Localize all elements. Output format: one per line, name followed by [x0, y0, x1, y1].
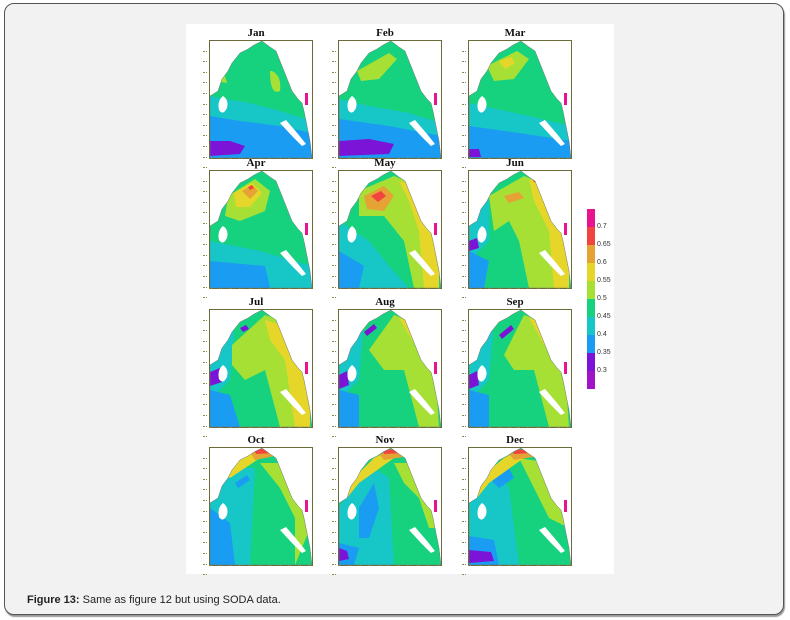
- contour-map: [468, 447, 572, 566]
- x-axis-ticks: [338, 158, 440, 162]
- contour-map: [468, 309, 572, 428]
- contour-map: [338, 40, 442, 159]
- x-axis-ticks: [209, 427, 311, 431]
- map-panel-jan: Jan: [201, 27, 313, 169]
- panel-title: Mar: [504, 27, 526, 39]
- x-axis-ticks: [338, 565, 440, 569]
- x-axis-ticks: [209, 288, 311, 292]
- colorbar-label: 0.3: [597, 367, 607, 374]
- y-axis-ticks: [201, 171, 208, 299]
- contour-map: [209, 170, 313, 289]
- colorbar-label: 0.5: [597, 295, 607, 302]
- map-panel-aug: Aug: [330, 296, 442, 438]
- contour-map: [468, 40, 572, 159]
- x-axis-ticks: [338, 427, 440, 431]
- x-axis-ticks: [209, 565, 311, 569]
- figure-card: Jan Feb Mar: [4, 3, 784, 615]
- y-axis-ticks: [460, 310, 467, 438]
- panel-title: Jul: [248, 296, 264, 308]
- panel-title: Sep: [506, 296, 524, 308]
- x-axis-ticks: [468, 565, 570, 569]
- panel-title: Jan: [247, 27, 265, 39]
- y-axis-ticks: [201, 41, 208, 169]
- contour-map: [338, 447, 442, 566]
- colorbar-label: 0.4: [597, 331, 607, 338]
- colorbar-label: 0.6: [597, 259, 607, 266]
- colorbar-label: 0.55: [597, 277, 611, 284]
- y-axis-ticks: [330, 171, 337, 299]
- map-panel-feb: Feb: [330, 27, 442, 169]
- panel-title: Dec: [506, 434, 524, 446]
- map-panel-may: May: [330, 157, 442, 299]
- y-axis-ticks: [460, 171, 467, 299]
- x-axis-ticks: [468, 427, 570, 431]
- colorbar-labels: 0.7 0.65 0.6 0.55 0.5 0.45 0.4 0.35 0.3: [597, 209, 627, 389]
- map-panel-jul: Jul: [201, 296, 313, 438]
- figure-label: Figure 13:: [27, 594, 80, 606]
- map-panel-oct: Oct: [201, 434, 313, 576]
- x-axis-ticks: [468, 158, 570, 162]
- contour-map: [209, 40, 313, 159]
- y-axis-ticks: [460, 448, 467, 576]
- y-axis-ticks: [330, 310, 337, 438]
- x-axis-ticks: [209, 158, 311, 162]
- contour-map: [209, 309, 313, 428]
- contour-map: [338, 309, 442, 428]
- panel-title: Feb: [376, 27, 394, 39]
- y-axis-ticks: [201, 310, 208, 438]
- x-axis-ticks: [468, 288, 570, 292]
- contour-map: [468, 170, 572, 289]
- panel-title: Aug: [375, 296, 395, 308]
- colorbar-label: 0.7: [597, 223, 607, 230]
- colorbar-label: 0.45: [597, 313, 611, 320]
- map-panel-sep: Sep: [460, 296, 572, 438]
- y-axis-ticks: [330, 41, 337, 169]
- panel-title: Nov: [375, 434, 395, 446]
- map-panel-mar: Mar: [460, 27, 572, 169]
- panel-title: May: [374, 157, 396, 169]
- map-panel-jun: Jun: [460, 157, 572, 299]
- panel-title: Jun: [506, 157, 524, 169]
- contour-map: [338, 170, 442, 289]
- x-axis-ticks: [338, 288, 440, 292]
- y-axis-ticks: [330, 448, 337, 576]
- y-axis-ticks: [201, 448, 208, 576]
- caption-text: Same as figure 12 but using SODA data.: [79, 594, 281, 606]
- y-axis-ticks: [460, 41, 467, 169]
- panel-title: Oct: [247, 434, 265, 446]
- colorbar-label: 0.65: [597, 241, 611, 248]
- map-panel-apr: Apr: [201, 157, 313, 299]
- colorbar: [587, 209, 595, 389]
- panel-title: Apr: [246, 157, 266, 169]
- figure-caption: Figure 13: Same as figure 12 but using S…: [27, 594, 281, 606]
- colorbar-label: 0.35: [597, 349, 611, 356]
- map-panel-nov: Nov: [330, 434, 442, 576]
- figure-image: Jan Feb Mar: [186, 24, 614, 576]
- map-panel-dec: Dec: [460, 434, 572, 576]
- contour-map: [209, 447, 313, 566]
